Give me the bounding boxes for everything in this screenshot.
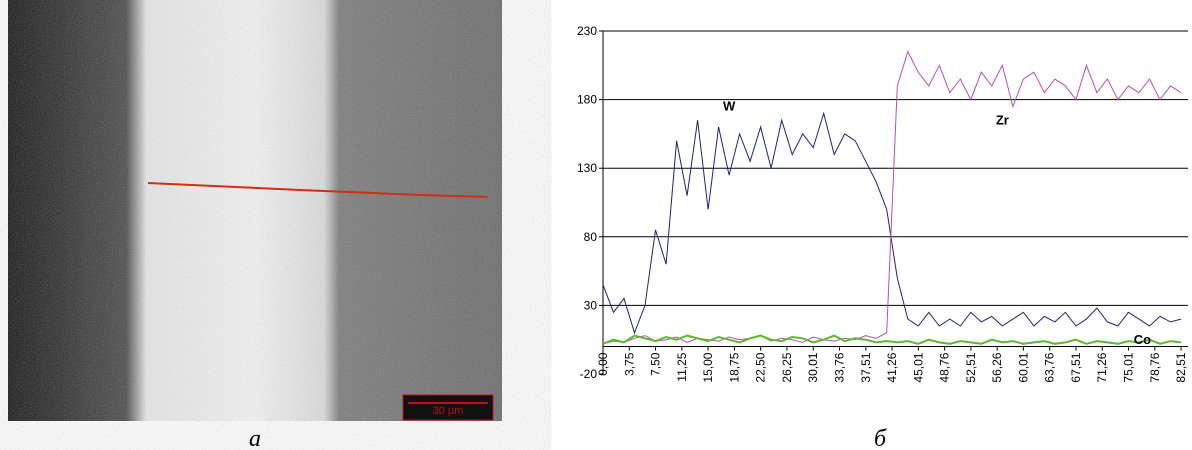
x-tick-label: 60,01 <box>1016 352 1030 382</box>
y-tick-label: 30 <box>584 298 598 312</box>
x-tick-label: 22,50 <box>754 352 768 382</box>
y-tick-label: -20 <box>580 367 598 381</box>
image-caption: а <box>249 426 261 450</box>
x-tick-label: 41,26 <box>885 352 899 382</box>
scale-bar-label: 30 µm <box>433 405 464 417</box>
x-tick-label: 18,75 <box>727 352 741 382</box>
x-tick-label: 48,76 <box>938 352 952 382</box>
y-tick-label: 180 <box>577 93 597 107</box>
x-tick-label: 82,51 <box>1174 352 1188 382</box>
series-label: Zr <box>996 112 1009 127</box>
x-tick-label: 45,01 <box>911 352 925 382</box>
x-tick-label: 15,00 <box>701 352 715 382</box>
x-tick-label: 26,25 <box>780 352 794 382</box>
x-tick-label: 0,00 <box>596 352 610 376</box>
series-label: Co <box>1134 332 1151 347</box>
x-tick-label: 67,51 <box>1069 352 1083 382</box>
x-tick-label: 63,76 <box>1043 352 1057 382</box>
y-tick-label: 80 <box>584 230 598 244</box>
series-line <box>602 50 1182 345</box>
x-tick-label: 7,50 <box>649 352 663 376</box>
chart: -20 30 80 130 180 230 0,00 3,75 7,50 11,25 15,00 18… <box>577 24 1188 383</box>
x-tick-label: 56,26 <box>990 352 1004 382</box>
x-tick-label: 78,76 <box>1148 352 1162 382</box>
x-tick-label: 75,01 <box>1122 352 1136 382</box>
x-tick-label: 37,51 <box>859 352 873 382</box>
x-tick-label: 3,75 <box>622 352 636 376</box>
series-label: W <box>723 99 736 114</box>
series-line <box>602 111 1182 335</box>
series-line <box>602 334 1182 345</box>
x-tick-label: 30,01 <box>806 352 820 382</box>
sem-image: 30 µm <box>8 0 502 421</box>
x-tick-label: 71,26 <box>1095 352 1109 382</box>
x-tick-label: 33,76 <box>833 352 847 382</box>
chart-caption: б <box>874 426 887 450</box>
x-tick-label: 11,25 <box>675 352 689 381</box>
y-tick-label: 130 <box>577 161 597 175</box>
x-tick-label: 52,51 <box>964 352 978 382</box>
y-tick-label: 230 <box>577 24 597 38</box>
